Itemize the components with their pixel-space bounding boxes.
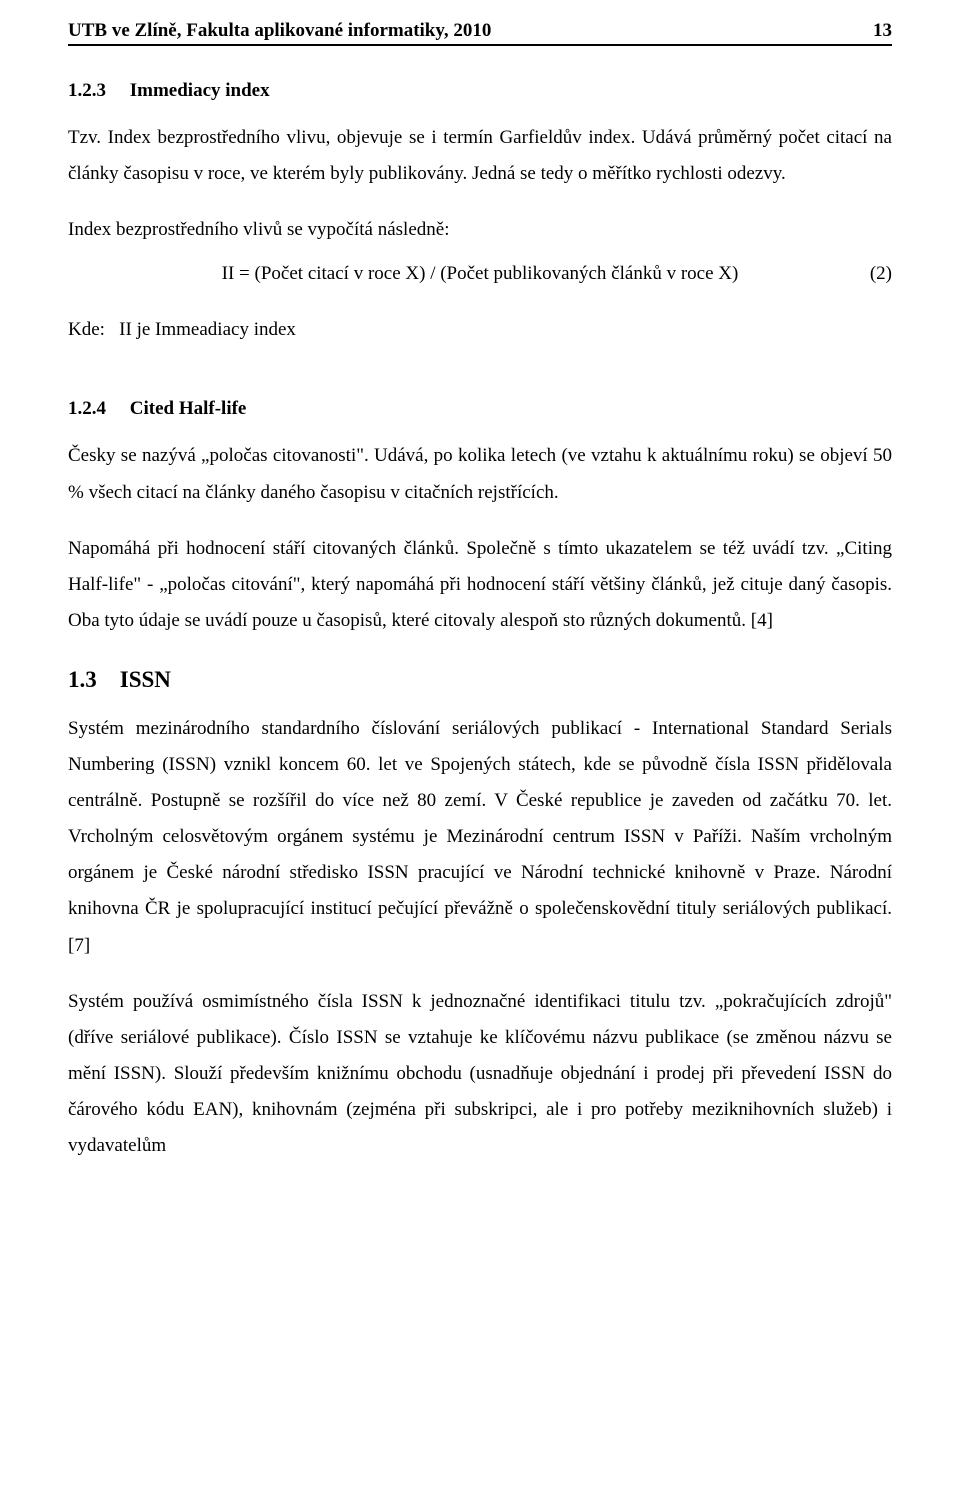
- paragraph: Česky se nazývá „poločas citovanosti". U…: [68, 438, 892, 510]
- paragraph: Napomáhá při hodnocení stáří citovaných …: [68, 531, 892, 639]
- heading-1-3: 1.3 ISSN: [68, 667, 892, 693]
- heading-title: Cited Half-life: [130, 398, 247, 419]
- document-page: UTB ve Zlíně, Fakulta aplikované informa…: [0, 0, 960, 1504]
- paragraph: Systém používá osmimístného čísla ISSN k…: [68, 984, 892, 1164]
- formula-where: Kde: II je Immeadiacy index: [68, 312, 892, 348]
- paragraph: Systém mezinárodního standardního číslov…: [68, 711, 892, 964]
- heading-number: 1.3: [68, 667, 97, 692]
- paragraph: Index bezprostředního vlivů se vypočítá …: [68, 212, 892, 248]
- heading-1-2-3: 1.2.3 Immediacy index: [68, 80, 892, 102]
- header-left: UTB ve Zlíně, Fakulta aplikované informa…: [68, 20, 491, 42]
- heading-title: Immediacy index: [130, 80, 270, 101]
- heading-number: 1.2.4: [68, 398, 106, 419]
- heading-1-2-4: 1.2.4 Cited Half-life: [68, 398, 892, 420]
- heading-title: ISSN: [120, 667, 171, 692]
- formula-row: II = (Počet citací v roce X) / (Počet pu…: [68, 256, 892, 292]
- page-header: UTB ve Zlíně, Fakulta aplikované informa…: [68, 20, 892, 46]
- paragraph: Tzv. Index bezprostředního vlivu, objevu…: [68, 120, 892, 192]
- header-page-number: 13: [873, 20, 892, 42]
- formula: II = (Počet citací v roce X) / (Počet pu…: [222, 256, 739, 292]
- heading-number: 1.2.3: [68, 80, 106, 101]
- formula-number: (2): [870, 256, 892, 292]
